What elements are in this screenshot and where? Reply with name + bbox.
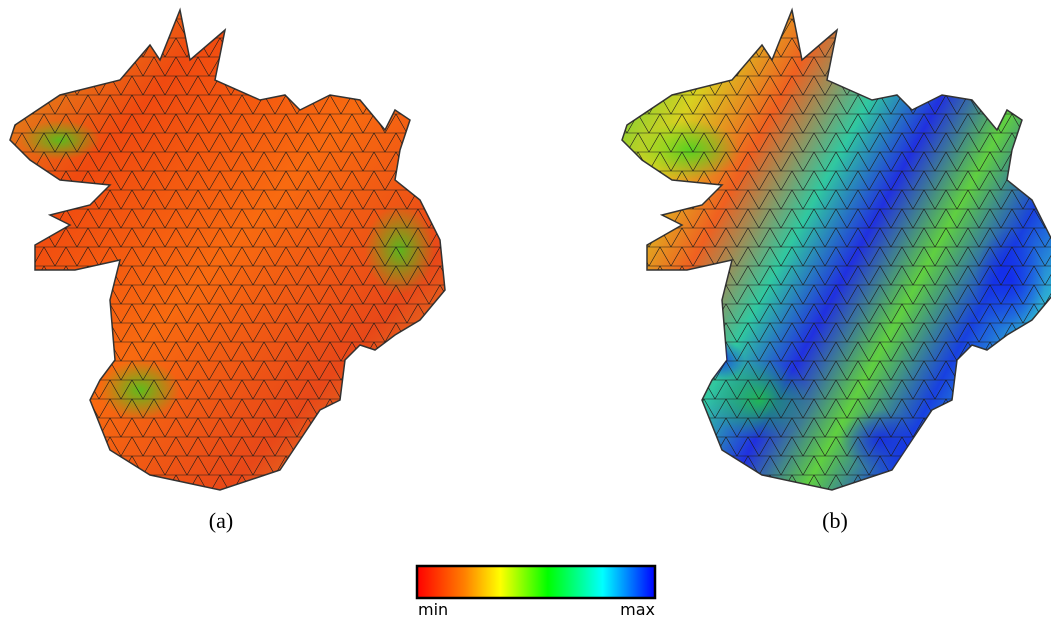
panel-b: (b): [612, 0, 1051, 533]
colorbar-max-label: max: [620, 600, 655, 619]
figure: (a) (b) min max: [0, 0, 1051, 626]
mesh-lines: [612, 0, 1051, 500]
colorbar-min-label: min: [418, 600, 448, 619]
mesh-lines: [0, 0, 460, 500]
colorbar: min max: [417, 566, 655, 619]
page: (a) (b) min max (() => { const data = JS…: [0, 0, 1051, 626]
mesh-detail: [0, 0, 460, 500]
mesh-detail: [612, 0, 1051, 500]
colorbar-gradient: [417, 566, 655, 598]
caption: (a): [209, 508, 233, 533]
panel-a: (a): [0, 0, 460, 533]
caption: (b): [822, 508, 848, 533]
